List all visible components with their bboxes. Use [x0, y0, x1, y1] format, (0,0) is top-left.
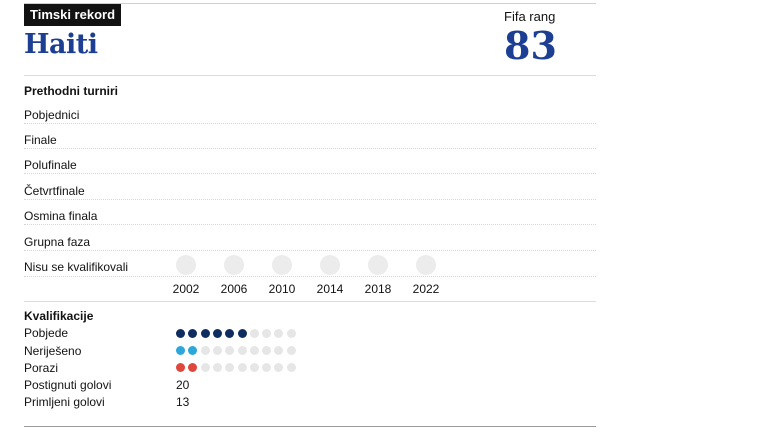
losses-match-dot	[212, 363, 222, 372]
losses-match-dot	[286, 363, 296, 372]
row-divider	[24, 224, 596, 225]
losses-match-dot	[237, 363, 247, 372]
draws-label: Neriješeno	[24, 344, 82, 358]
draws-match-dot	[262, 346, 272, 355]
year-label: 2014	[316, 282, 344, 296]
draws-match-dot	[188, 346, 198, 355]
section-badge: Timski rekord	[24, 4, 122, 26]
draws-match-dot	[249, 346, 259, 355]
goals-conceded-value: 13	[176, 395, 190, 409]
losses-match-dot	[249, 363, 259, 372]
previous-tournaments-title: Prethodni turniri	[24, 84, 118, 98]
goals-scored-value: 20	[176, 378, 190, 392]
draws-match-dot	[212, 346, 222, 355]
header-divider	[24, 75, 596, 76]
row-label-winners: Pobjednici	[24, 108, 80, 122]
top-divider	[24, 3, 596, 4]
year-label: 2010	[268, 282, 296, 296]
losses-match-dot	[225, 363, 235, 372]
losses-match-dot	[200, 363, 210, 372]
wins-match-dot	[262, 329, 272, 338]
goals-scored-label: Postignuti golovi	[24, 378, 112, 392]
draws-match-dot	[237, 346, 247, 355]
row-divider	[24, 173, 596, 174]
draws-match-dot	[200, 346, 210, 355]
wins-match-dot	[200, 329, 210, 338]
row-label-final: Finale	[24, 133, 57, 147]
losses-label: Porazi	[24, 361, 59, 375]
row-divider	[24, 276, 596, 277]
draws-match-dot	[286, 346, 296, 355]
year-label: 2006	[220, 282, 248, 296]
row-label-semifinal: Polufinale	[24, 158, 77, 172]
wins-match-dot	[188, 329, 198, 338]
tournament-result-circle	[272, 255, 292, 275]
team-record-card: Timski rekord Haiti Fifa rang 83 Prethod…	[24, 0, 596, 447]
year-label: 2002	[172, 282, 200, 296]
wins-match-dot	[286, 329, 296, 338]
losses-match-dot	[176, 363, 185, 372]
losses-match-dot	[188, 363, 198, 372]
row-label-quarterfinal: Četvrtfinale	[24, 184, 85, 198]
tournament-result-circle	[176, 255, 196, 275]
wins-match-dot	[274, 329, 284, 338]
row-divider	[24, 148, 596, 149]
wins-label: Pobjede	[24, 326, 69, 340]
section-divider	[24, 301, 596, 302]
qualifying-title: Kvalifikacije	[24, 309, 94, 323]
wins-match-dot	[237, 329, 247, 338]
fifa-rank-value: 83	[504, 23, 557, 68]
draws-match-dot	[225, 346, 235, 355]
row-label-group-stage: Grupna faza	[24, 235, 91, 249]
losses-match-dot	[262, 363, 272, 372]
row-divider	[24, 123, 596, 124]
losses-match-dot	[274, 363, 284, 372]
tournament-result-circle	[368, 255, 388, 275]
bottom-divider	[24, 426, 596, 427]
row-divider	[24, 250, 596, 251]
wins-match-dot	[176, 329, 185, 338]
team-name: Haiti	[24, 29, 98, 60]
wins-match-dot	[249, 329, 259, 338]
year-label: 2022	[412, 282, 440, 296]
row-divider	[24, 199, 596, 200]
tournament-result-circle	[320, 255, 340, 275]
year-label: 2018	[364, 282, 392, 296]
row-label-round-of-16: Osmina finala	[24, 209, 98, 223]
goals-conceded-label: Primljeni golovi	[24, 395, 105, 409]
fifa-rank-label: Fifa rang	[504, 9, 556, 24]
draws-match-dot	[274, 346, 284, 355]
tournament-result-circle	[224, 255, 244, 275]
wins-match-dot	[212, 329, 222, 338]
draws-match-dot	[176, 346, 185, 355]
wins-match-dot	[225, 329, 235, 338]
row-label-did-not-qualify: Nisu se kvalifikovali	[24, 260, 129, 274]
tournament-result-circle	[416, 255, 436, 275]
